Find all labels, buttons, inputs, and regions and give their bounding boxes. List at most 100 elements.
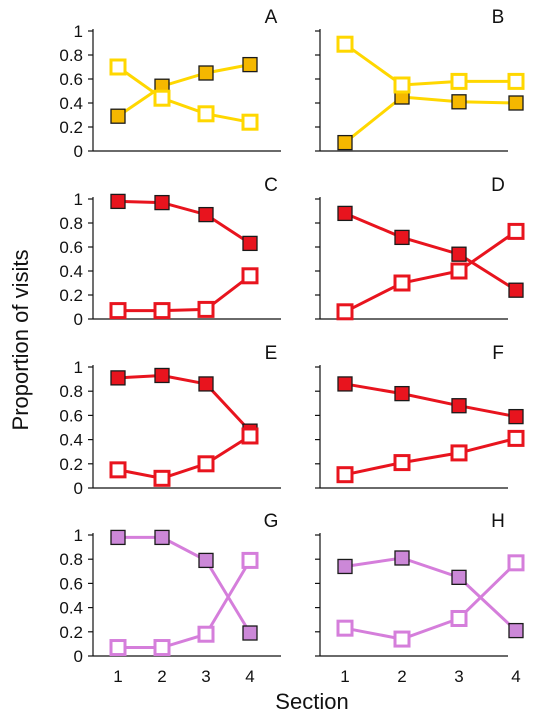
open-series-line [117, 65, 251, 124]
panel-e: 0 0.2 0.4 0.6 0.8 1 E [59, 343, 281, 498]
filled-series-line [117, 63, 251, 118]
filled-square-marker [154, 194, 170, 211]
panel-letter: A [265, 7, 278, 28]
filled-square-marker [337, 205, 353, 222]
filled-square-marker [337, 558, 353, 575]
y-tick-label: 0.4 [59, 599, 83, 618]
panel-d: D [315, 175, 525, 321]
y-tick-label: 0.4 [59, 94, 83, 113]
panel-letter: D [491, 175, 505, 196]
filled-square-marker [198, 206, 214, 223]
filled-square-marker [508, 622, 524, 639]
filled-square-marker [337, 134, 353, 151]
filled-series-line [118, 535, 252, 634]
y-tick-label: 0.2 [59, 118, 83, 137]
open-square-marker [393, 76, 411, 94]
x-tick-label: 2 [397, 667, 406, 686]
filled-square-marker [198, 552, 214, 569]
y-tick-label: 1 [74, 190, 83, 209]
x-tick-label: 1 [113, 667, 122, 686]
open-square-marker [241, 267, 259, 285]
open-square-marker [507, 72, 525, 90]
filled-square-marker [451, 246, 467, 262]
open-series-line [117, 434, 251, 480]
y-tick-label: 0.6 [59, 70, 83, 89]
y-tick-label: 0.8 [59, 46, 83, 65]
open-series-line [344, 561, 518, 641]
open-square-marker [197, 455, 215, 473]
y-tick-label: 1 [74, 358, 83, 377]
open-square-marker [109, 302, 127, 320]
open-square-marker [336, 303, 354, 321]
filled-series-line [344, 382, 517, 419]
open-square-marker [507, 222, 525, 240]
filled-square-marker [337, 376, 353, 392]
y-tick-label: 0.2 [59, 623, 83, 642]
x-axis-title: Section [275, 689, 348, 714]
open-square-marker [393, 274, 411, 292]
x-tick-label: 4 [245, 667, 254, 686]
filled-square-marker [508, 95, 524, 111]
open-square-marker [336, 35, 354, 53]
y-axis-title: Proportion of visits [8, 250, 33, 431]
open-square-marker [507, 554, 525, 572]
filled-square-marker [451, 94, 467, 110]
filled-square-marker [451, 398, 467, 414]
open-square-marker [241, 113, 259, 131]
open-square-marker [450, 262, 468, 280]
y-tick-label: 0.8 [59, 214, 83, 233]
open-square-marker [197, 105, 215, 123]
filled-square-marker [451, 569, 467, 585]
open-square-marker [109, 639, 127, 657]
y-tick-label: 0.2 [59, 455, 83, 474]
open-square-marker [450, 609, 468, 627]
filled-square-marker [242, 625, 258, 641]
panels-group: 00.20.40.60.81A B00.20.40.60.81C D00.20.40… [59, 7, 525, 686]
y-tick-label: 0.8 [59, 550, 83, 569]
filled-square-marker [394, 550, 410, 566]
open-square-marker [507, 429, 525, 447]
filled-square-marker [508, 408, 524, 425]
filled-square-marker [110, 108, 126, 124]
y-tick-label: 0 [74, 142, 83, 161]
panel-f: F [315, 343, 525, 489]
x-tick-label: 2 [157, 667, 166, 686]
x-tick-label: 3 [454, 667, 463, 686]
panel-letter: C [264, 175, 278, 196]
open-square-marker [393, 630, 411, 648]
filled-square-marker [154, 367, 170, 384]
open-series-line [344, 436, 517, 477]
open-series-line [118, 274, 251, 313]
panel-letter: H [491, 511, 505, 532]
open-square-marker [109, 461, 127, 479]
panel-g: 0 0.2 0.4 0.6 0.8 1 1 2 3 4 G [59, 511, 281, 686]
panel-letter: F [492, 343, 504, 364]
filled-series-line [117, 373, 252, 433]
open-square-marker [153, 89, 171, 107]
filled-square-marker [242, 56, 258, 73]
filled-series-line [344, 95, 517, 144]
y-tick-label: 0 [74, 310, 83, 329]
y-tick-label: 0.4 [59, 431, 83, 450]
open-square-marker [336, 466, 354, 484]
open-square-marker [109, 58, 127, 76]
open-square-marker [153, 302, 171, 320]
y-tick-label: 0.8 [59, 382, 83, 401]
open-square-marker [450, 444, 468, 462]
filled-square-marker [242, 235, 258, 252]
y-tick-label: 0.6 [59, 238, 83, 257]
filled-square-marker [198, 65, 214, 81]
open-square-marker [241, 427, 259, 445]
panel-h: 1 2 3 4 H [315, 511, 525, 686]
filled-square-marker [198, 376, 214, 392]
open-square-marker [197, 625, 215, 643]
filled-series-line [344, 556, 518, 632]
panel-c: 0 0.2 0.4 0.6 0.8 1 C [59, 175, 281, 329]
filled-square-marker [394, 385, 410, 402]
filled-square-marker [154, 529, 170, 546]
y-tick-label: 0.6 [59, 406, 83, 425]
y-tick-label: 0 [74, 479, 83, 498]
open-series-line [344, 230, 517, 314]
open-square-marker [153, 639, 171, 657]
